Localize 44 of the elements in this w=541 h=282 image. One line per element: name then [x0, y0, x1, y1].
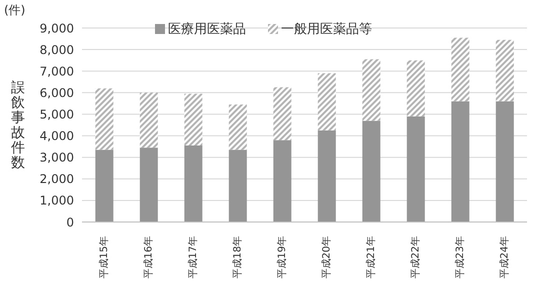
- bar: [451, 38, 470, 102]
- bar: [95, 150, 114, 222]
- x-tick-label: 平成17年: [186, 236, 199, 279]
- bar: [273, 87, 292, 140]
- y-tick-label: 3,000: [40, 150, 74, 165]
- text: (件): [4, 2, 26, 19]
- x-tick-label: 平成16年: [142, 236, 154, 279]
- y-tick-label: 2,000: [40, 172, 74, 186]
- x-tick-label: 平成15年: [98, 236, 110, 279]
- legend-label: 一般用医薬品等: [280, 21, 372, 38]
- bar: [406, 60, 425, 116]
- y-tick-label: 8,000: [40, 42, 74, 57]
- bar: [496, 40, 514, 102]
- bar: [184, 145, 202, 222]
- bar: [362, 120, 380, 222]
- x-tick-label: 平成24年: [498, 236, 510, 279]
- legend-label: 医療用医薬品: [167, 21, 246, 38]
- bar: [273, 140, 292, 222]
- bar: [362, 59, 380, 121]
- y-axis-title: 誤飲事故件数: [11, 80, 25, 171]
- x-tick-label: 平成23年: [454, 236, 466, 279]
- bar: [451, 101, 470, 222]
- bar: [184, 94, 202, 146]
- bar: [406, 116, 425, 222]
- x-tick-label: 平成22年: [409, 236, 422, 279]
- bar: [95, 88, 114, 150]
- y-tick-label: 9,000: [40, 21, 74, 36]
- bar: [318, 73, 336, 130]
- bar: [140, 148, 158, 222]
- bar: [140, 92, 158, 148]
- x-tick-label: 平成19年: [276, 236, 288, 279]
- bar: [228, 150, 247, 222]
- x-tick-label: 平成21年: [364, 236, 377, 279]
- bar: [228, 104, 247, 150]
- bar: [496, 101, 514, 222]
- x-tick-label: 平成18年: [231, 236, 244, 279]
- y-tick-label: 6,000: [40, 86, 74, 100]
- y-tick-label: 5,000: [40, 107, 74, 122]
- y-tick-label: 0: [66, 215, 74, 230]
- bar: [318, 130, 336, 222]
- y-tick-label: 1,000: [40, 194, 74, 208]
- y-tick-label: 4,000: [40, 129, 74, 144]
- x-tick-label: 平成20年: [320, 236, 332, 279]
- y-tick-label: 7,000: [40, 64, 74, 78]
